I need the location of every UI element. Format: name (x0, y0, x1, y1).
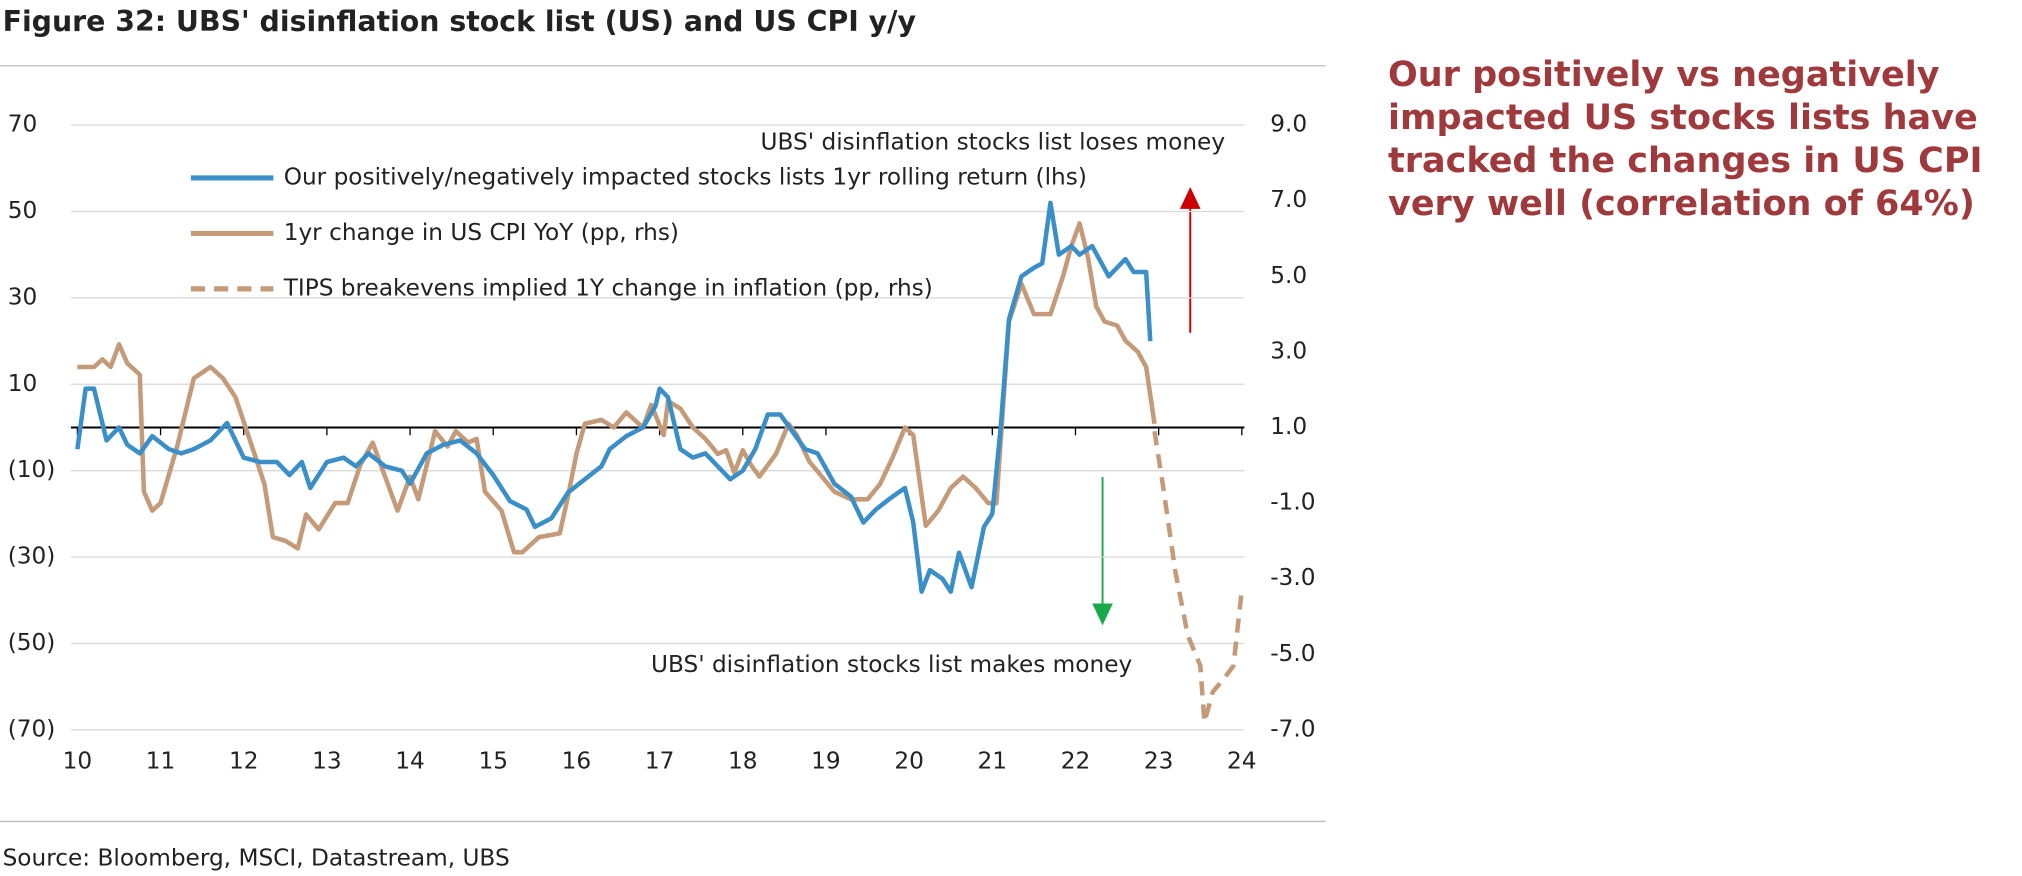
legend-label: Our positively/negatively impacted stock… (284, 163, 1087, 190)
side-note: Our positively vs negatively impacted US… (1388, 55, 1983, 224)
annotation: UBS' disinflation stocks list loses mone… (761, 129, 1226, 156)
legend-label: 1yr change in US CPI YoY (pp, rhs) (284, 219, 679, 246)
y-tick-label: 30 (8, 283, 38, 310)
y2-tick-label: 1.0 (1270, 413, 1307, 440)
x-tick-label: 17 (645, 748, 675, 775)
x-tick-label: 14 (395, 748, 425, 775)
legend-label: TIPS breakevens implied 1Y change in inf… (283, 274, 933, 301)
series-line (75, 200, 1153, 594)
y2-tick-label: -1.0 (1270, 489, 1315, 516)
y-tick-label: (10) (8, 456, 56, 483)
arrow-down-head (1092, 603, 1113, 626)
y-tick-label: (50) (8, 629, 56, 656)
source: Source: Bloomberg, MSCI, Datastream, UBS (3, 844, 510, 871)
x-tick-label: 24 (1227, 748, 1257, 775)
y2-tick-label: -3.0 (1270, 564, 1315, 591)
y2-tick-label: 9.0 (1270, 111, 1307, 138)
y-tick-label: (30) (8, 543, 56, 570)
x-tick-label: 12 (229, 748, 259, 775)
x-tick-label: 10 (63, 748, 93, 775)
x-tick-label: 21 (978, 748, 1008, 775)
y2-tick-label: 5.0 (1270, 262, 1307, 289)
x-tick-label: 19 (811, 748, 841, 775)
x-tick-label: 20 (894, 748, 924, 775)
y2-tick-label: 3.0 (1270, 337, 1307, 364)
annotation: UBS' disinflation stocks list makes mone… (651, 651, 1132, 678)
y-tick-label: 10 (8, 370, 38, 397)
x-tick-label: 15 (478, 748, 508, 775)
x-tick-label: 11 (146, 748, 176, 775)
chart-title: Figure 32: UBS' disinflation stock list … (3, 5, 916, 38)
x-tick-label: 18 (728, 748, 758, 775)
y-tick-label: 70 (8, 111, 38, 138)
series-line (1152, 430, 1245, 725)
x-tick-label: 22 (1061, 748, 1091, 775)
x-tick-label: 16 (562, 748, 592, 775)
x-tick-label: 23 (1144, 748, 1174, 775)
y-tick-label: (70) (8, 715, 56, 742)
x-tick-label: 13 (312, 748, 342, 775)
y-tick-label: 50 (8, 197, 38, 224)
arrow-up-head (1179, 186, 1201, 209)
y2-tick-label: -7.0 (1270, 715, 1315, 742)
y2-tick-label: -5.0 (1270, 640, 1315, 667)
y2-tick-label: 7.0 (1270, 186, 1307, 213)
